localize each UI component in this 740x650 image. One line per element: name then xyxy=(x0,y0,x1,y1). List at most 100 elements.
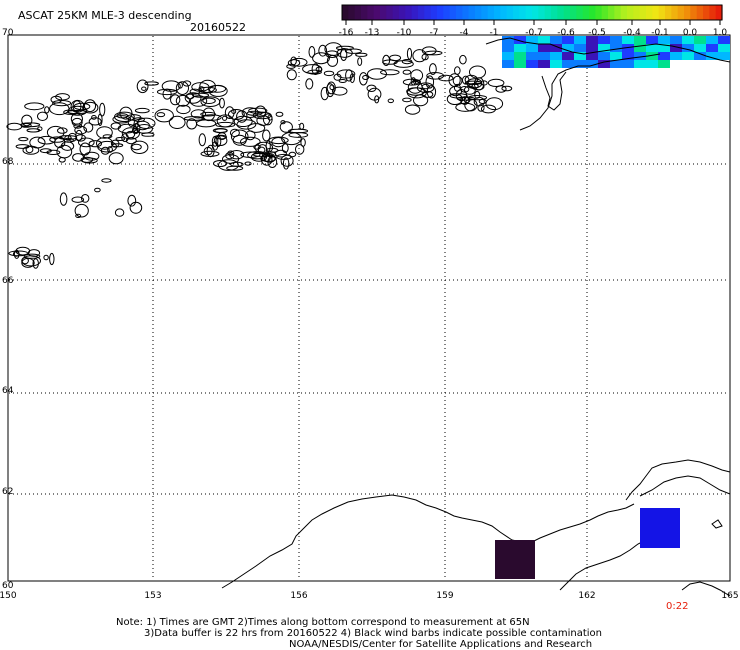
swath-cell xyxy=(550,52,562,60)
longitude-labels: 150 153 156 159 162 165 xyxy=(0,591,739,601)
ice-contour xyxy=(380,69,400,76)
swath-cell xyxy=(562,36,574,44)
colorbar-tick-label: -7 xyxy=(430,28,439,38)
swath-cell xyxy=(670,44,682,52)
ice-contour xyxy=(480,80,488,86)
colorbar-segment xyxy=(646,5,653,20)
ice-contour xyxy=(387,98,394,104)
ice-contour xyxy=(226,165,244,171)
swath-cell xyxy=(514,44,526,52)
swath-cell xyxy=(610,60,622,68)
colorbar-segment xyxy=(639,5,647,20)
swath-cell xyxy=(670,52,682,60)
ice-contour xyxy=(97,113,103,127)
ice-contour xyxy=(170,94,181,106)
ice-contour xyxy=(402,97,412,103)
ice-contour xyxy=(218,159,239,171)
swath-cell xyxy=(526,36,538,44)
swath-cell xyxy=(598,36,610,44)
swath-cell xyxy=(526,52,538,60)
ice-contour xyxy=(182,80,192,87)
ice-contour xyxy=(468,95,488,101)
ice-contour xyxy=(429,63,437,75)
colorbar-segment xyxy=(424,5,432,20)
swath-cell xyxy=(682,36,694,44)
ice-contour xyxy=(279,121,293,133)
swath-cell xyxy=(622,36,634,44)
ice-contour xyxy=(82,101,99,114)
ice-contour xyxy=(127,116,135,127)
swath-cell xyxy=(514,52,526,60)
ice-contour xyxy=(198,86,217,94)
ice-contour xyxy=(268,136,289,145)
ice-contour xyxy=(245,130,256,141)
swath-cell xyxy=(574,52,586,60)
ice-contour xyxy=(131,143,142,151)
ice-contour xyxy=(83,99,97,113)
ice-contour xyxy=(6,122,23,131)
ice-contour xyxy=(112,115,132,124)
ice-contour xyxy=(254,105,267,118)
ice-contour xyxy=(473,96,485,107)
ice-contour xyxy=(161,80,181,92)
ice-contour xyxy=(206,144,215,158)
swath-cell xyxy=(526,60,538,68)
swath-cell xyxy=(694,36,706,44)
ice-contour xyxy=(325,83,335,98)
ice-contour xyxy=(190,109,207,119)
ice-contour xyxy=(463,85,476,95)
ice-contour xyxy=(448,73,461,87)
swath-cell xyxy=(694,52,706,60)
swath-cell xyxy=(562,60,574,68)
swath-cell xyxy=(718,52,730,60)
swath-cell xyxy=(538,52,550,60)
colorbar-segment xyxy=(525,5,533,20)
ice-contour xyxy=(63,109,78,115)
swath-cell xyxy=(574,44,586,52)
ice-contour xyxy=(477,104,485,112)
swath-cell xyxy=(634,52,646,60)
ice-contour xyxy=(75,134,86,142)
colorbar-tick-label: -4 xyxy=(460,28,469,38)
colorbar-segment xyxy=(551,5,558,20)
colorbar-tick-label: -0.5 xyxy=(588,28,606,38)
swath-cell xyxy=(598,52,610,60)
colorbar-segment xyxy=(500,5,508,20)
wind-cell-blue xyxy=(640,508,680,548)
ice-contour xyxy=(184,92,202,104)
ice-contour xyxy=(336,48,353,58)
ice-contour xyxy=(55,93,70,101)
colorbar-segment xyxy=(544,5,552,20)
ice-contour xyxy=(213,160,228,167)
ice-contour xyxy=(156,88,178,96)
colorbar-tick-label: -0.1 xyxy=(651,28,669,38)
coastline-chukotka-river xyxy=(541,71,567,111)
colorbar-segment xyxy=(373,5,381,20)
ice-contour xyxy=(44,106,50,114)
swath-cell xyxy=(526,44,538,52)
colorbar-segment xyxy=(652,5,660,20)
ice-contour xyxy=(67,105,88,116)
ice-contour xyxy=(338,79,347,83)
latitude-label: 70 xyxy=(2,28,14,38)
latitude-label: 68 xyxy=(2,157,14,167)
ice-contour xyxy=(130,140,149,155)
ice-contour xyxy=(288,151,297,158)
ice-contour xyxy=(135,123,153,134)
swath-cell xyxy=(622,52,634,60)
swath-cell xyxy=(598,44,610,52)
swath-cell xyxy=(538,36,550,44)
ice-contour xyxy=(115,137,126,141)
colorbar-segment xyxy=(449,5,457,20)
swath-cell xyxy=(658,60,670,68)
colorbar-outline xyxy=(341,4,723,21)
swath-cell xyxy=(502,52,514,60)
colorbar-labels: -16 -13 -10 -7 -4 -1 -0.7 -0.6 -0.5 -0.4 -0.1 0.0 1.… xyxy=(339,20,727,38)
ice-contour xyxy=(355,52,368,57)
sea-ice-contours xyxy=(6,42,513,269)
ice-contour xyxy=(374,95,380,104)
ice-contour xyxy=(453,83,461,92)
swath-cell xyxy=(706,52,718,60)
note-line-2: 3)Data buffer is 22 hrs from 20160522 4)… xyxy=(144,628,602,639)
